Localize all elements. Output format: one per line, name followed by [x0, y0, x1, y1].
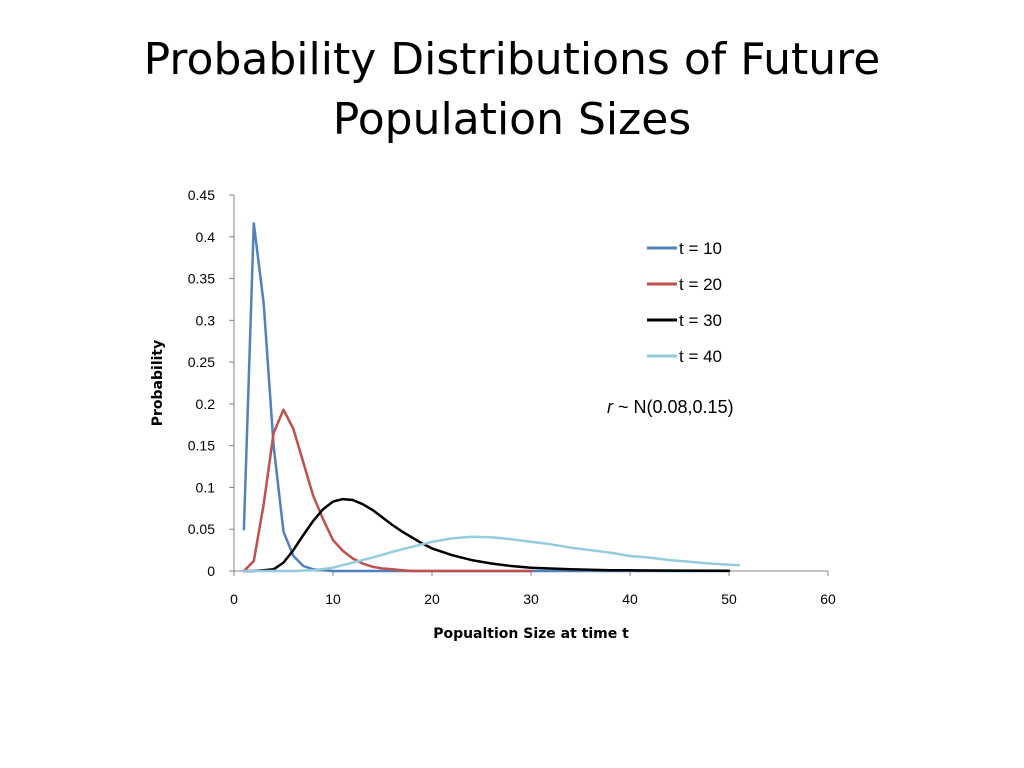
y-axis-title: Probability: [150, 340, 166, 427]
series-line-2: [242, 408, 533, 573]
y-tick-label: 0.05: [188, 521, 215, 537]
x-tick-label: 40: [622, 591, 638, 607]
x-tick-label: 20: [424, 591, 440, 607]
annotation-distribution: ~ N(0.08,0.15): [613, 397, 734, 417]
distribution-annotation: r ~ N(0.08,0.15): [607, 397, 734, 417]
y-tick-label: 0.35: [188, 271, 215, 287]
x-tick-label: 10: [325, 591, 341, 607]
series-line-4: [242, 535, 741, 573]
y-tick-label: 0.3: [196, 312, 216, 328]
x-tick-label: 0: [230, 591, 238, 607]
y-tick-label: 0: [207, 563, 215, 579]
slide-title-line-1: Probability Distributions of Future: [143, 34, 881, 85]
x-tick-label: 60: [820, 591, 836, 607]
chart-series: [242, 222, 741, 573]
y-tick-label: 0.25: [188, 354, 215, 370]
y-tick-label: 0.45: [188, 187, 215, 203]
slide-title: Probability Distributions of Future Popu…: [60, 30, 964, 150]
series-line-3: [242, 497, 731, 573]
slide-title-line-2: Population Sizes: [332, 94, 692, 145]
x-tick-label: 50: [721, 591, 737, 607]
legend-label-3: t = 30: [679, 311, 722, 330]
chart-legend: t = 10 t = 20 t = 30 t = 40: [647, 239, 722, 366]
chart-axes: 0 0.05 0.1 0.15 0.2 0.25 0.3 0.35 0.4 0.45 0 10 20 30…: [188, 187, 836, 607]
x-axis-title: Popualtion Size at time t: [433, 626, 629, 642]
y-tick-label: 0.2: [196, 396, 216, 412]
legend-label-1: t = 10: [679, 239, 722, 258]
y-tick-label: 0.15: [188, 438, 215, 454]
x-tick-label: 30: [523, 591, 539, 607]
y-tick-label: 0.1: [196, 479, 216, 495]
annotation-variable: r: [607, 397, 614, 417]
y-tick-label: 0.4: [196, 229, 216, 245]
legend-label-4: t = 40: [679, 347, 722, 366]
legend-label-2: t = 20: [679, 275, 722, 294]
